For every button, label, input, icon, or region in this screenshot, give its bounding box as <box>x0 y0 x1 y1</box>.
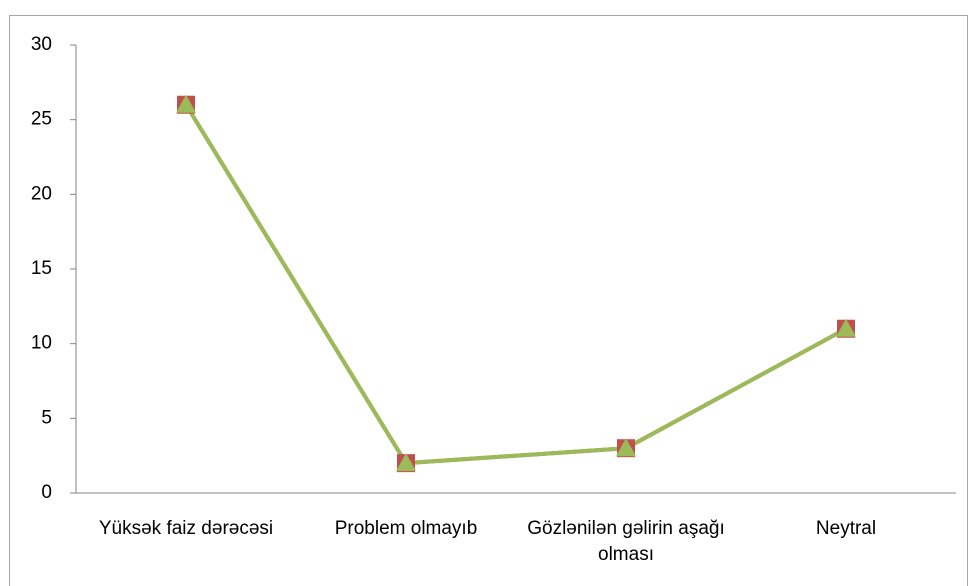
marker <box>616 438 636 457</box>
y-tick-label: 0 <box>41 482 52 503</box>
y-tick-label: 20 <box>31 183 52 204</box>
marker <box>836 318 856 337</box>
x-tick-label: Gözlənilən gəlirin aşağı olması <box>527 518 725 565</box>
x-tick-label: Yüksək faiz dərəcəsi <box>98 518 274 539</box>
series-line <box>184 103 847 466</box>
y-tick-label: 15 <box>31 258 52 279</box>
y-tick-label: 10 <box>31 333 52 354</box>
series-line <box>184 103 847 466</box>
chart-border <box>9 15 968 586</box>
x-tick-label: Neytral <box>815 518 877 539</box>
marker <box>176 94 196 113</box>
x-tick-label: Problem olmayıb <box>334 518 478 539</box>
y-tick-label: 30 <box>31 34 52 55</box>
y-tick-label: 5 <box>41 407 52 428</box>
y-tick-label: 25 <box>31 109 52 130</box>
marker <box>396 453 416 472</box>
